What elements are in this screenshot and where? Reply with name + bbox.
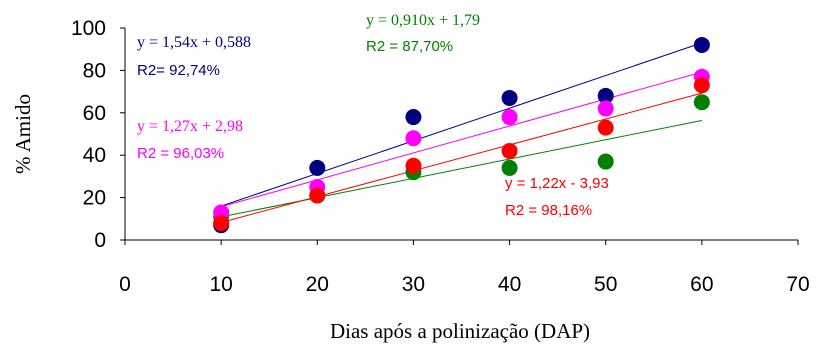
data-point-green: [597, 153, 614, 170]
data-point-green: [501, 159, 518, 176]
y-axis-title: % Amido: [11, 94, 35, 174]
data-point-magenta: [597, 100, 614, 117]
data-point-red: [309, 187, 326, 204]
y-tick-label: 20: [83, 187, 106, 210]
data-point-magenta: [501, 109, 518, 126]
trendline-navy: [220, 42, 703, 207]
equation-label-magenta: y = 1,27x + 2,98: [137, 118, 243, 135]
data-point-group: [213, 36, 710, 234]
trendline-green: [221, 119, 702, 218]
r2-label-green: R2 = 87,70%: [366, 38, 453, 55]
y-tick-label: 40: [83, 144, 106, 167]
r2-label-navy: R2= 92,74%: [137, 62, 220, 79]
equation-label-navy: y = 1,54x + 0,588: [137, 34, 251, 51]
y-tick-label: 100: [71, 17, 106, 40]
data-point-red: [213, 215, 230, 232]
r2-label-red: R2 = 98,16%: [505, 202, 592, 219]
x-tick-label: 70: [786, 273, 809, 296]
trendline-magenta: [221, 71, 702, 208]
x-tick-label: 20: [306, 273, 329, 296]
data-point-red: [693, 77, 710, 94]
data-point-red: [501, 142, 518, 159]
y-tick-label: 80: [83, 59, 106, 82]
r2-label-magenta: R2 = 96,03%: [137, 145, 224, 162]
trendline-red: [221, 92, 702, 223]
x-tick-label: 60: [690, 273, 713, 296]
tick-group: 0 10 20 30 40 50 60 70 0 20 40 60 80 100: [71, 17, 810, 296]
equation-label-red: y = 1,22x - 3,93: [505, 175, 609, 192]
axes: [124, 28, 798, 241]
data-point-navy: [501, 89, 518, 106]
y-tick-label: 0: [94, 229, 106, 252]
x-tick-label: 0: [119, 273, 131, 296]
x-tick-label: 50: [594, 273, 617, 296]
equation-label-green: y = 0,910x + 1,79: [366, 12, 480, 29]
data-point-red: [405, 157, 422, 174]
data-point-magenta: [405, 130, 422, 147]
data-point-navy: [597, 87, 614, 104]
data-point-green: [693, 94, 710, 111]
y-tick-label: 60: [83, 102, 106, 125]
x-tick-label: 40: [498, 273, 521, 296]
data-point-navy: [405, 109, 422, 126]
trendline-group: [220, 42, 703, 223]
data-point-navy: [309, 159, 326, 176]
x-tick-label: 30: [402, 273, 425, 296]
data-point-navy: [693, 36, 710, 53]
data-point-red: [597, 119, 614, 136]
x-tick-label: 10: [209, 273, 232, 296]
x-axis-title: Dias após a polinização (DAP): [330, 319, 590, 343]
